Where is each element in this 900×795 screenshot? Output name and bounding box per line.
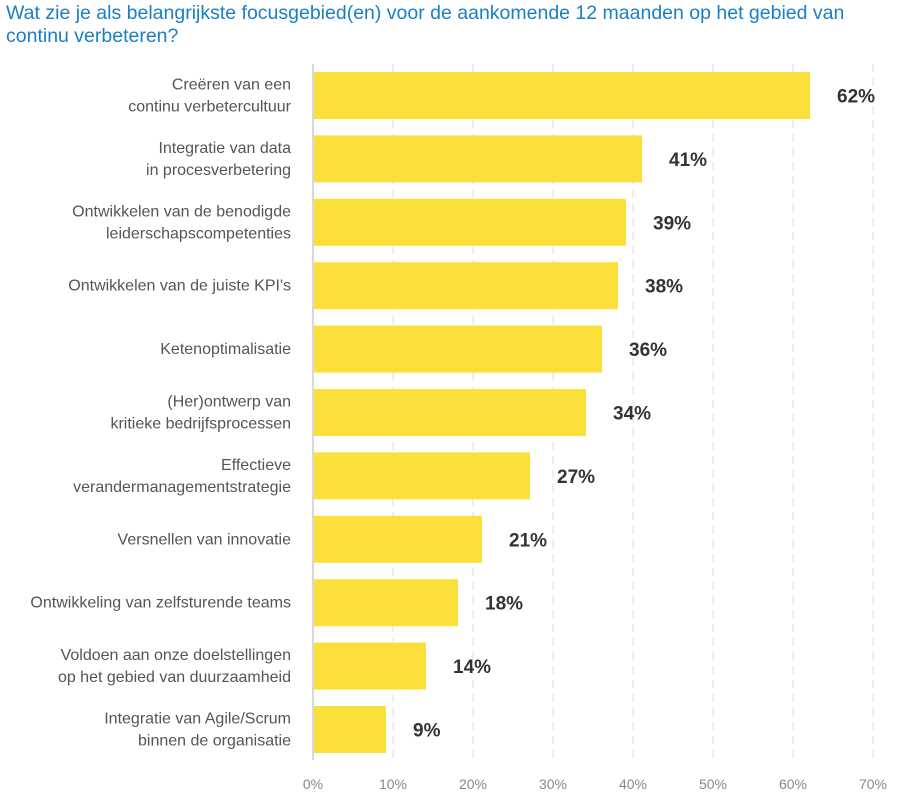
bar — [314, 706, 386, 753]
category-label: Integratie van data — [158, 140, 291, 157]
category-label: Effectieve — [221, 457, 291, 474]
x-tick-label: 40% — [619, 776, 647, 792]
category-label: verandermanagementstrategie — [73, 479, 291, 496]
category-label: leiderschapscompetenties — [106, 225, 291, 242]
x-tick-label: 0% — [303, 776, 323, 792]
x-tick-label: 60% — [779, 776, 807, 792]
bar — [314, 452, 530, 500]
category-label: Creëren van een — [172, 77, 291, 94]
data-label: 36% — [629, 340, 667, 361]
x-tick-label: 10% — [379, 776, 407, 792]
x-tick-label: 20% — [459, 776, 487, 792]
bar — [314, 389, 586, 436]
category-label: continu verbetercultuur — [128, 99, 291, 116]
data-label: 62% — [837, 87, 875, 108]
data-label: 34% — [613, 404, 651, 425]
data-label: 39% — [653, 213, 691, 234]
data-label: 9% — [413, 721, 441, 742]
category-label: Ontwikkeling van zelfsturende teams — [30, 595, 291, 612]
bar — [314, 579, 458, 627]
bar — [314, 198, 626, 246]
bar — [314, 135, 642, 183]
category-label: kritieke bedrijfsprocessen — [110, 416, 291, 433]
data-label: 38% — [645, 277, 683, 298]
chart-title: Wat zie je als belangrijkste focusgebied… — [6, 2, 845, 47]
bar — [314, 325, 602, 373]
category-label: Versnellen van innovatie — [118, 531, 292, 548]
category-label: Ketenoptimalisatie — [160, 341, 291, 358]
x-tick-label: 70% — [859, 776, 887, 792]
data-label: 21% — [509, 530, 547, 551]
data-label: 14% — [453, 657, 491, 678]
bar — [314, 262, 618, 310]
data-label: 41% — [669, 150, 707, 171]
data-label: 18% — [485, 594, 523, 615]
category-label: in procesverbetering — [146, 162, 291, 179]
x-tick-label: 50% — [699, 776, 727, 792]
category-label: Ontwikkelen van de benodigde — [72, 203, 291, 220]
category-label: Voldoen aan onze doelstellingen — [61, 647, 291, 664]
bar — [314, 642, 426, 690]
category-label: Integratie van Agile/Scrum — [104, 711, 291, 728]
bar — [314, 515, 482, 563]
data-label: 27% — [557, 467, 595, 488]
x-tick-label: 30% — [539, 776, 567, 792]
bar — [314, 72, 810, 119]
category-label: (Her)ontwerp van — [167, 394, 291, 411]
category-label: Ontwikkelen van de juiste KPI's — [68, 278, 291, 295]
category-label: op het gebied van duurzaamheid — [58, 669, 291, 686]
category-label: binnen de organisatie — [138, 733, 291, 750]
